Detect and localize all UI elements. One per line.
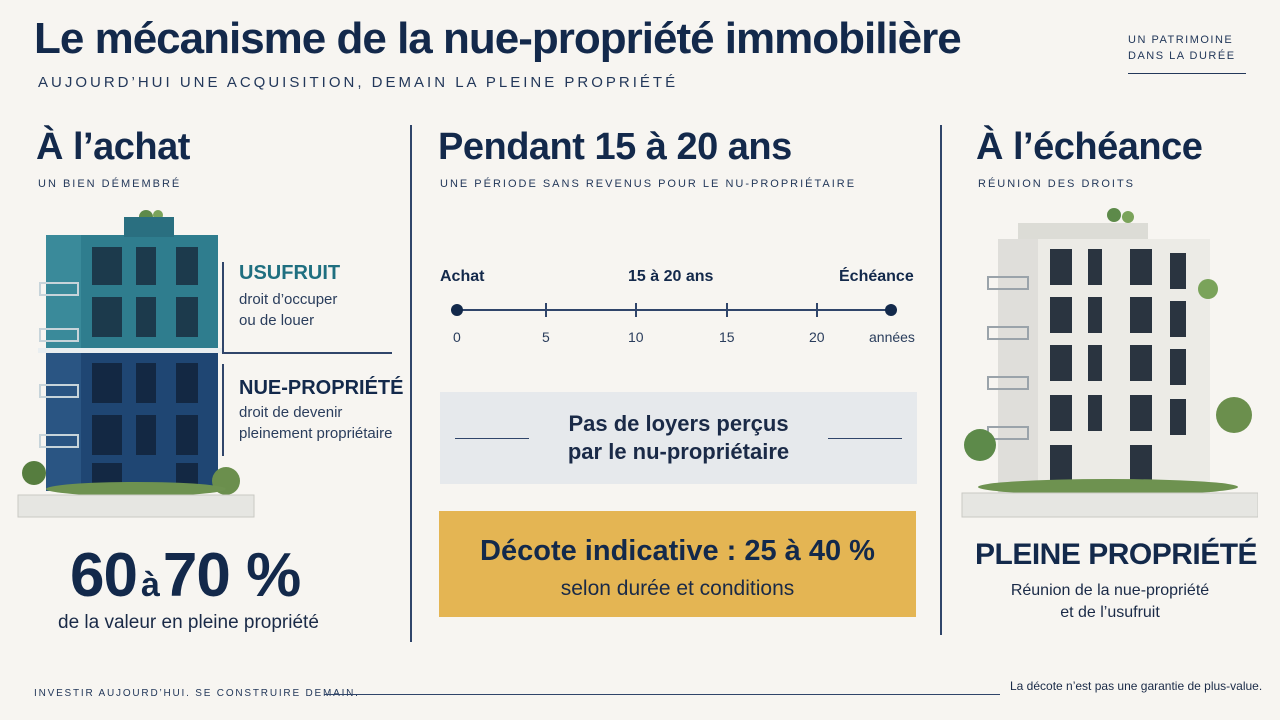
right-column-kicker: RÉUNION DES DROITS <box>978 178 1136 190</box>
no-rent-line-1: Pas de loyers perçus <box>568 411 789 436</box>
timeline-tick <box>545 303 547 317</box>
tagline-rule <box>1128 73 1246 74</box>
timeline-tick-label: 5 <box>542 329 550 345</box>
timeline-tick-label: 20 <box>809 329 825 345</box>
footer-disclaimer: La décote n’est pas une garantie de plus… <box>1010 679 1263 693</box>
column-divider-right <box>940 125 942 635</box>
middle-column-kicker: UNE PÉRIODE SANS REVENUS POUR LE NU-PROP… <box>440 178 857 190</box>
timeline-tick-label: 0 <box>453 329 461 345</box>
timeline-tick-label: 15 <box>719 329 735 345</box>
page-subtitle: AUJOURD’HUI UNE ACQUISITION, DEMAIN LA P… <box>38 74 679 91</box>
timeline-tick <box>726 303 728 317</box>
tagline-line-2: DANS LA DURÉE <box>1128 50 1236 62</box>
right-column-title: À l’échéance <box>976 126 1203 168</box>
page-title: Le mécanisme de la nue-propriété immobil… <box>34 14 962 63</box>
purchase-percentage: 60 à70 % <box>70 540 301 611</box>
usufruit-label-group: USUFRUIT droit d’occuper ou de louer <box>239 262 340 331</box>
nue-propriete-heading: NUE-PROPRIÉTÉ <box>239 377 404 399</box>
no-rent-box: Pas de loyers perçus par le nu-propriéta… <box>440 392 917 484</box>
no-rent-rule-right <box>828 438 902 439</box>
dismembered-building-illustration <box>17 210 255 518</box>
timeline-mid-label: 15 à 20 ans <box>628 268 714 285</box>
no-rent-text: Pas de loyers perçus par le nu-propriéta… <box>440 410 917 466</box>
no-rent-rule-left <box>455 438 529 439</box>
usufruit-line-1: droit d’occuper <box>239 291 338 308</box>
nue-propriete-bracket <box>222 364 224 456</box>
tagline-line-1: UN PATRIMOINE <box>1128 34 1234 46</box>
middle-column-title: Pendant 15 à 20 ans <box>438 126 792 168</box>
full-ownership-line-2: et de l’usufruit <box>1060 604 1160 621</box>
discount-heading: Décote indicative : 25 à 40 % <box>480 535 875 567</box>
discount-caption: selon durée et conditions <box>560 577 795 600</box>
purchase-percentage-low: 60 <box>70 541 138 610</box>
segment-separator <box>222 352 392 354</box>
timeline-tick-label: 10 <box>628 329 644 345</box>
usufruit-heading: USUFRUIT <box>239 262 341 284</box>
footer-rule <box>324 694 1000 695</box>
purchase-percentage-caption: de la valeur en pleine propriété <box>58 612 319 633</box>
nue-propriete-line-1: droit de devenir <box>239 404 343 421</box>
tagline: UN PATRIMOINE DANS LA DURÉE <box>1128 32 1248 64</box>
full-ownership-building-illustration <box>961 208 1258 518</box>
left-column-kicker: UN BIEN DÉMEMBRÉ <box>38 178 182 190</box>
timeline-tick <box>816 303 818 317</box>
left-column-title: À l’achat <box>36 126 190 168</box>
full-ownership-text: Réunion de la nue-propriété et de l’usuf… <box>990 580 1230 624</box>
timeline-start-dot <box>451 304 463 316</box>
usufruit-line-2: ou de louer <box>239 312 315 329</box>
nue-propriete-line-2: pleinement propriétaire <box>239 425 393 442</box>
timeline-unit-label: années <box>869 329 915 345</box>
no-rent-line-2: par le nu-propriétaire <box>567 439 790 464</box>
timeline-tick <box>635 303 637 317</box>
timeline-end-label: Échéance <box>839 268 914 285</box>
discount-box: Décote indicative : 25 à 40 % selon duré… <box>439 511 916 617</box>
purchase-percentage-high: 70 % <box>162 541 301 610</box>
timeline-start-label: Achat <box>440 268 485 285</box>
timeline-axis <box>457 309 891 311</box>
footer-slogan: INVESTIR AUJOURD’HUI. SE CONSTRUIRE DEMA… <box>34 688 360 699</box>
usufruit-bracket <box>222 262 224 352</box>
full-ownership-heading: PLEINE PROPRIÉTÉ <box>975 538 1258 571</box>
purchase-percentage-a: à <box>140 566 160 604</box>
nue-propriete-label-group: NUE-PROPRIÉTÉ droit de devenir pleinemen… <box>239 377 403 444</box>
timeline-end-dot <box>885 304 897 316</box>
column-divider-left <box>410 125 412 642</box>
full-ownership-line-1: Réunion de la nue-propriété <box>1010 582 1210 599</box>
